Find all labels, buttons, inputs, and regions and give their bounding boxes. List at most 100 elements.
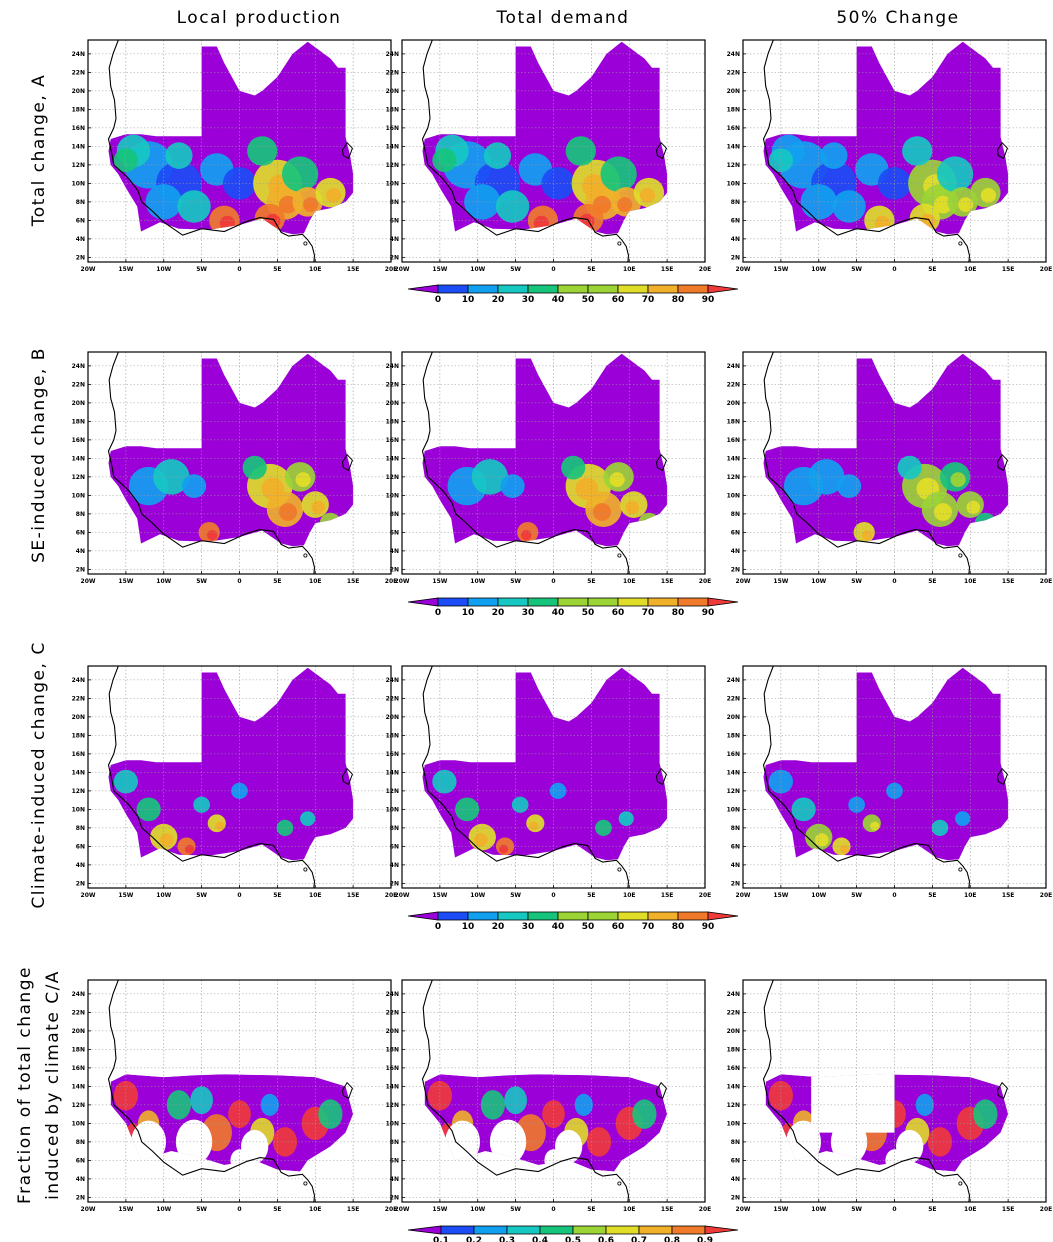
y-tick-label: 16N <box>386 751 399 758</box>
bioko-island <box>617 1181 622 1186</box>
x-tick-label: 15W <box>432 578 447 585</box>
y-tick-label: 12N <box>727 1102 740 1109</box>
x-tick-label: 20E <box>699 578 711 585</box>
colorbar-tick-label: 0.2 <box>466 1236 482 1242</box>
y-tick-label: 12N <box>72 1102 85 1109</box>
x-tick-label: 20E <box>699 892 711 899</box>
x-tick-label: 0 <box>551 578 555 585</box>
x-tick-label: 0 <box>892 892 896 899</box>
x-tick-label: 10E <box>623 1206 635 1213</box>
row-label-text: SE-induced change, B <box>29 347 49 563</box>
x-tick-label: 15W <box>118 1206 133 1213</box>
field-blob-core <box>966 500 981 515</box>
x-tick-label: 15E <box>1002 266 1014 273</box>
x-tick-label: 5E <box>928 892 936 899</box>
y-tick-label: 4N <box>731 236 740 243</box>
y-tick-label: 22N <box>72 1009 85 1016</box>
x-tick-label: 10E <box>309 1206 321 1213</box>
colorbar-segment <box>647 284 679 294</box>
field-blob-core <box>295 472 311 488</box>
field-blob <box>832 190 866 223</box>
colorbar-tick-label: 10 <box>462 295 475 305</box>
field-blob-core <box>933 195 953 214</box>
x-tick-label: 15E <box>1002 892 1014 899</box>
field-blob-core <box>520 529 532 541</box>
colorbar-segment <box>440 1225 475 1235</box>
y-tick-label: 2N <box>731 566 740 573</box>
y-tick-label: 4N <box>76 548 85 555</box>
y-tick-label: 4N <box>390 1176 399 1183</box>
field-blob-core <box>592 503 612 521</box>
field-blob-core <box>206 529 218 541</box>
bioko-island <box>958 1181 963 1186</box>
grid-lines <box>743 666 1046 888</box>
y-tick-label: 12N <box>727 162 740 169</box>
y-tick-label: 12N <box>72 162 85 169</box>
y-tick-label: 18N <box>727 732 740 739</box>
field-blob-core <box>870 821 880 831</box>
coastline <box>107 40 316 262</box>
lake-chad-outline <box>341 453 353 472</box>
colorbar-segment <box>437 597 469 607</box>
panel-plot-area <box>88 352 391 574</box>
x-tick-label: 5E <box>928 578 936 585</box>
x-tick-label: 15E <box>661 892 673 899</box>
column-title-local-production: Local production <box>177 8 342 28</box>
map-panel-r3-c1: 20W 15W 10W 5W 0 5E 10E 15E 20E 2N 4N 6N 8N 10N 12N 14N… <box>72 665 397 899</box>
lake-chad-outline <box>996 767 1008 786</box>
y-tick-label: 8N <box>390 199 399 206</box>
y-tick-label: 2N <box>76 1194 85 1201</box>
colorbar-segment <box>677 284 709 294</box>
field-blob-core <box>839 844 850 854</box>
y-tick-label: 22N <box>386 69 399 76</box>
colorbar-tick-label: 0.8 <box>664 1236 680 1242</box>
field-blob <box>432 148 457 173</box>
colorbar-tick-label: 0 <box>435 608 441 618</box>
field-blob <box>618 811 634 827</box>
y-tick-label: 22N <box>386 695 399 702</box>
x-tick-label: 0 <box>892 266 896 273</box>
colorbar-segment <box>647 597 679 607</box>
y-tick-label: 8N <box>731 199 740 206</box>
grid-lines <box>402 40 705 262</box>
y-tick-label: 6N <box>76 843 85 850</box>
fraction-blob <box>260 1093 279 1116</box>
row-label-climate-induced-change: Climate-induced change, C <box>29 641 49 908</box>
x-tick-label: 5E <box>587 266 595 273</box>
y-tick-label: 8N <box>76 511 85 518</box>
colorbar-row-3: 0 10 20 30 40 50 60 70 80 90 <box>407 911 739 932</box>
x-tick-label: 10W <box>156 266 171 273</box>
y-tick-label: 14N <box>727 455 740 462</box>
x-tick-label: 5E <box>587 578 595 585</box>
y-tick-label: 24N <box>72 51 85 58</box>
x-tick-label: 10E <box>964 1206 976 1213</box>
map-panel-r2-c1: 20W 15W 10W 5W 0 5E 10E 15E 20E 2N 4N 6N 8N 10N 12N 14N… <box>72 351 397 585</box>
field-blob <box>500 474 525 498</box>
colorbar-segment <box>497 911 529 921</box>
x-tick-label: 5W <box>196 266 207 273</box>
coastline <box>107 352 316 574</box>
y-tick-label: 24N <box>386 363 399 370</box>
colorbar-segment <box>437 284 469 294</box>
colorbar-segment <box>407 284 439 294</box>
x-tick-label: 10W <box>470 266 485 273</box>
x-tick-label: 10E <box>309 266 321 273</box>
y-tick-label: 14N <box>386 143 399 150</box>
y-tick-label: 6N <box>731 217 740 224</box>
colorbar-tick-label: 30 <box>522 608 535 618</box>
x-tick-label: 15W <box>773 1206 788 1213</box>
field-blobs <box>783 455 997 543</box>
colorbar-segment <box>707 911 739 921</box>
x-tick-label: 20W <box>81 578 96 585</box>
field-blob <box>936 156 974 192</box>
y-tick-label: 14N <box>72 1083 85 1090</box>
x-tick-label: 10E <box>964 578 976 585</box>
y-tick-label: 10N <box>386 806 399 813</box>
y-tick-label: 22N <box>72 695 85 702</box>
bioko-island <box>958 553 963 558</box>
y-tick-label: 2N <box>731 880 740 887</box>
y-tick-label: 22N <box>727 69 740 76</box>
x-tick-label: 10E <box>623 266 635 273</box>
y-tick-label: 24N <box>72 991 85 998</box>
